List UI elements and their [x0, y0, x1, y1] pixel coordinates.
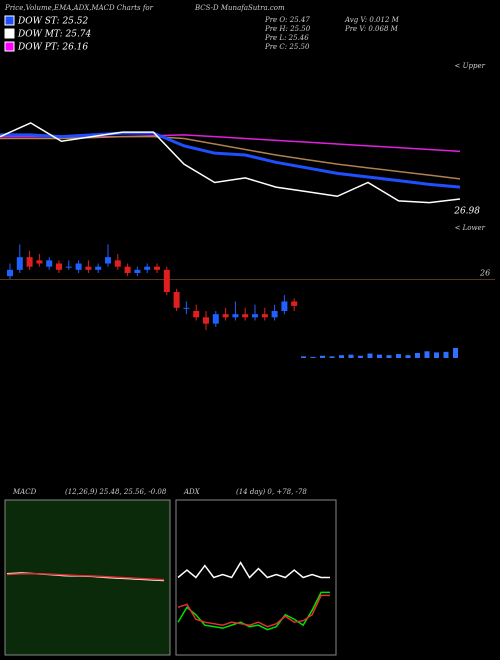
panel [175, 499, 337, 656]
candle [16, 257, 23, 270]
legend-label: DOW PT: 26.16 [17, 43, 88, 53]
volume-bar [434, 352, 439, 358]
volume-bar [386, 355, 392, 358]
candle [95, 266, 102, 270]
site: BCS-D MunafaSutra.com [194, 4, 285, 12]
legend-label: DOW ST: 25.52 [17, 17, 88, 27]
volume-bar [329, 356, 335, 358]
candle [105, 257, 111, 264]
panel-title: MACD [12, 488, 37, 496]
note: < Upper [455, 62, 486, 70]
candle [291, 301, 298, 306]
volume-bar [310, 356, 316, 358]
candle [7, 269, 13, 277]
volume-bar [415, 352, 420, 358]
candle [252, 314, 258, 318]
series-line [177, 594, 330, 628]
volume-bar [424, 351, 430, 358]
volume-bar [339, 355, 344, 358]
candle [134, 269, 141, 273]
volume-bar [320, 355, 325, 358]
candle [232, 314, 239, 318]
series-line [177, 561, 330, 579]
panel-bg [5, 500, 170, 655]
panel-title: ADX [183, 488, 201, 496]
candle [222, 314, 229, 318]
candle [154, 266, 160, 270]
y-tick-label: 26 [479, 268, 490, 277]
candle [271, 311, 278, 318]
legend-swatch [4, 15, 15, 26]
volume-bar [367, 353, 373, 358]
candle [56, 263, 62, 270]
series-line [177, 591, 330, 631]
info: Pre L: 25.46 [264, 34, 309, 42]
info: Pre V: 0.068 M [344, 25, 399, 33]
series-line [0, 135, 461, 180]
legend-swatch [4, 28, 15, 39]
chart-title: Price,Volume,EMA,ADX,MACD Charts for [4, 4, 154, 12]
panel-subtitle: (14 day) 0, +78, -78 [236, 488, 307, 496]
candle [212, 314, 219, 324]
candle [36, 260, 43, 264]
legend-label: DOW MT: 25.74 [17, 30, 92, 40]
candle [114, 260, 121, 267]
info: Pre C: 25.50 [264, 43, 310, 51]
candle [281, 301, 288, 311]
candle [261, 314, 268, 318]
volume-bar [348, 354, 354, 358]
note: < Lower [455, 224, 486, 232]
volume-bar [396, 354, 401, 358]
volume-bar [443, 351, 449, 358]
candle [144, 266, 151, 270]
info: Avg V: 0.012 M [344, 16, 400, 24]
volume-bar [405, 355, 411, 358]
candle [65, 266, 72, 268]
volume-bar [358, 355, 363, 358]
last-label: 26.98 [453, 207, 480, 217]
series-line [6, 573, 165, 581]
candle [242, 314, 249, 318]
legend-swatch [4, 41, 15, 52]
candle [26, 257, 33, 267]
candle [183, 307, 190, 309]
candle [163, 269, 170, 292]
info: Pre H: 25.50 [264, 25, 311, 33]
candle [173, 292, 180, 308]
candle [203, 317, 209, 324]
volume-bar [301, 356, 306, 358]
panel [4, 499, 171, 656]
candle [75, 263, 82, 270]
info: Pre O: 25.47 [264, 16, 310, 24]
volume-bar [377, 354, 382, 358]
candle [85, 266, 92, 270]
series-line [0, 122, 461, 204]
volume-bar [453, 347, 458, 358]
candle [124, 266, 131, 273]
candle [193, 311, 200, 318]
candle [46, 260, 53, 267]
series-line [0, 131, 461, 189]
panel-subtitle: (12,26,9) 25.48, 25.56, -0.08 [65, 488, 167, 496]
panel-bg [176, 500, 336, 655]
